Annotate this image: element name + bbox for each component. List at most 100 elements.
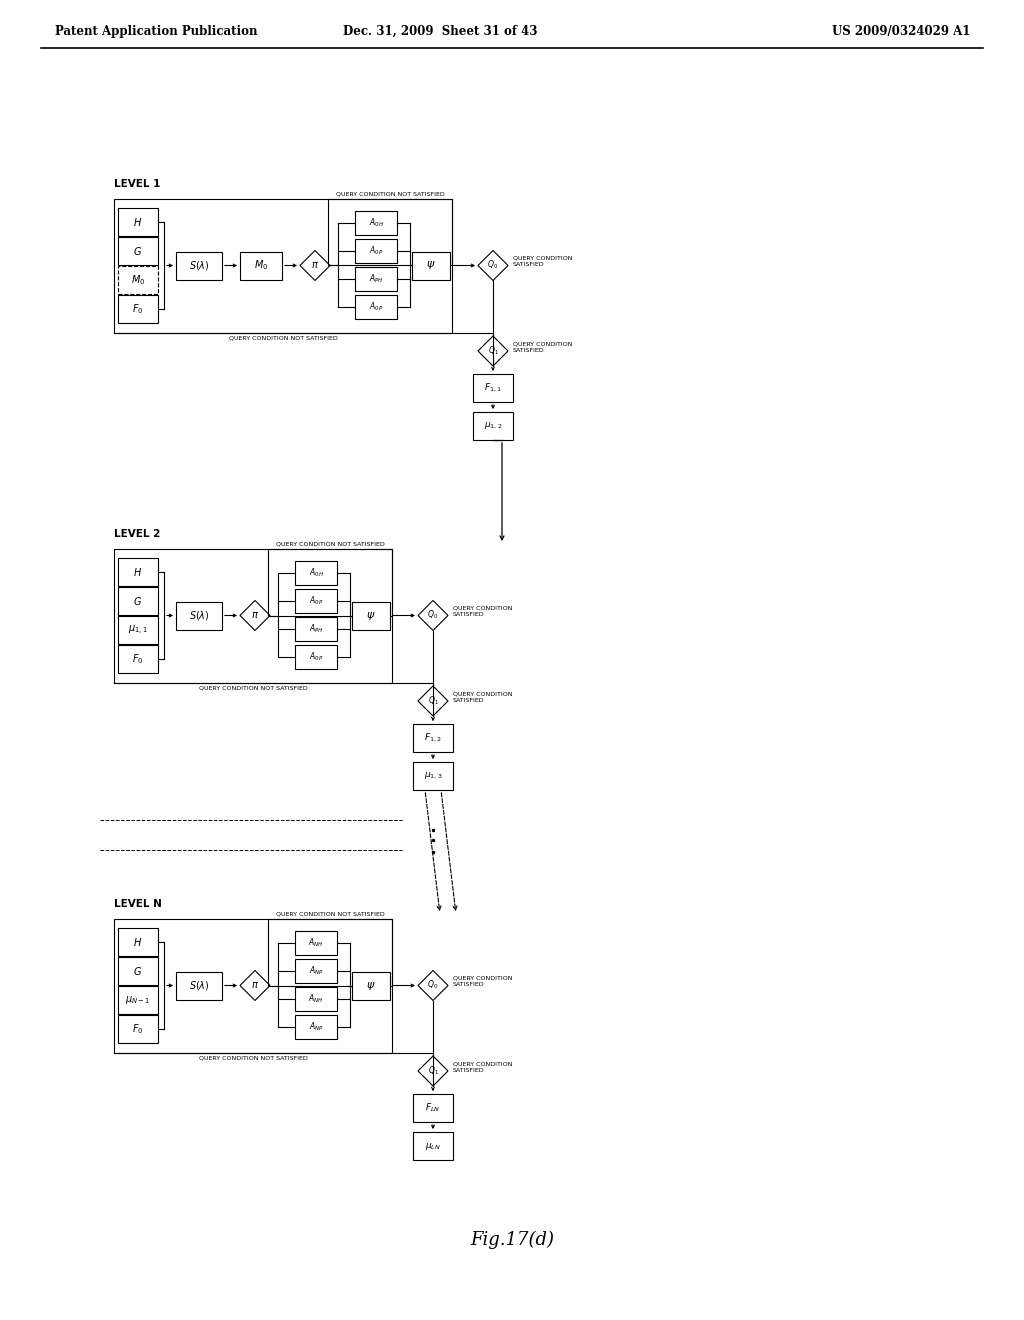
Polygon shape <box>300 251 330 280</box>
Polygon shape <box>418 1056 449 1086</box>
Text: Patent Application Publication: Patent Application Publication <box>55 25 257 38</box>
Text: $\mu_{1,1}$: $\mu_{1,1}$ <box>128 623 147 636</box>
Text: $\pi$: $\pi$ <box>311 260 319 271</box>
Text: Fig.17(d): Fig.17(d) <box>470 1230 554 1249</box>
Bar <box>118 238 158 265</box>
Text: $\pi$: $\pi$ <box>251 610 259 620</box>
Text: QUERY CONDITION NOT SATISFIED: QUERY CONDITION NOT SATISFIED <box>199 686 307 690</box>
Text: $F_0$: $F_0$ <box>132 302 143 315</box>
Bar <box>118 1015 158 1043</box>
Bar <box>118 957 158 985</box>
Text: $\mu_{1,2}$: $\mu_{1,2}$ <box>483 421 502 432</box>
Text: LEVEL 2: LEVEL 2 <box>114 529 161 539</box>
Text: $A_{PH}$: $A_{PH}$ <box>308 623 324 635</box>
Bar <box>295 960 337 983</box>
Bar <box>355 267 397 290</box>
Text: $\psi$: $\psi$ <box>426 260 436 272</box>
Bar <box>295 561 337 585</box>
Bar <box>114 919 392 1053</box>
Text: QUERY CONDITION NOT SATISFIED: QUERY CONDITION NOT SATISFIED <box>199 1056 307 1061</box>
Bar <box>268 549 392 615</box>
Text: $H$: $H$ <box>133 936 142 948</box>
Text: $S(\lambda)$: $S(\lambda)$ <box>188 259 209 272</box>
Bar <box>176 252 222 280</box>
Text: $A_{0H}$: $A_{0H}$ <box>369 216 383 230</box>
Text: $\mu_{N-1}$: $\mu_{N-1}$ <box>125 994 151 1006</box>
Bar <box>118 294 158 323</box>
Bar <box>118 645 158 673</box>
Bar <box>295 589 337 612</box>
Bar <box>295 931 337 954</box>
Text: QUERY CONDITION
SATISFIED: QUERY CONDITION SATISFIED <box>453 1061 512 1073</box>
Text: $Q_1$: $Q_1$ <box>428 694 438 706</box>
Text: $A_{NP}$: $A_{NP}$ <box>308 1020 324 1034</box>
Bar <box>114 199 452 333</box>
Bar <box>352 972 390 999</box>
Bar <box>118 986 158 1014</box>
Text: $A_{0P}$: $A_{0P}$ <box>369 244 383 257</box>
Text: QUERY CONDITION
SATISFIED: QUERY CONDITION SATISFIED <box>453 975 512 987</box>
Bar <box>240 252 282 280</box>
Text: $H$: $H$ <box>133 566 142 578</box>
Text: LEVEL N: LEVEL N <box>114 899 162 909</box>
Text: $F_0$: $F_0$ <box>132 652 143 665</box>
Text: QUERY CONDITION
SATISFIED: QUERY CONDITION SATISFIED <box>513 256 572 267</box>
Bar <box>114 549 392 682</box>
Text: $Q_0$: $Q_0$ <box>487 259 499 271</box>
Bar <box>295 616 337 642</box>
Text: $F_0$: $F_0$ <box>132 1022 143 1036</box>
Polygon shape <box>478 251 508 280</box>
Text: $H$: $H$ <box>133 216 142 228</box>
Text: $\mu_{LN}$: $\mu_{LN}$ <box>425 1140 441 1151</box>
Text: Dec. 31, 2009  Sheet 31 of 43: Dec. 31, 2009 Sheet 31 of 43 <box>343 25 538 38</box>
Bar <box>413 723 453 752</box>
Bar <box>473 412 513 440</box>
Bar <box>118 587 158 615</box>
Bar <box>473 374 513 403</box>
Text: $Q_0$: $Q_0$ <box>427 609 438 622</box>
Text: $A_{NH}$: $A_{NH}$ <box>308 937 324 949</box>
Text: $A_{0P}$: $A_{0P}$ <box>309 595 324 607</box>
Text: $\mu_{1,3}$: $\mu_{1,3}$ <box>424 771 442 781</box>
Text: $F_{LN}$: $F_{LN}$ <box>425 1102 440 1114</box>
Text: $M_0$: $M_0$ <box>131 273 145 286</box>
Polygon shape <box>478 337 508 366</box>
Bar <box>295 1015 337 1039</box>
Bar <box>176 602 222 630</box>
Bar <box>118 558 158 586</box>
Text: QUERY CONDITION
SATISFIED: QUERY CONDITION SATISFIED <box>453 606 512 618</box>
Text: QUERY CONDITION NOT SATISFIED: QUERY CONDITION NOT SATISFIED <box>336 191 444 197</box>
Bar <box>355 211 397 235</box>
Bar <box>413 1094 453 1122</box>
Text: QUERY CONDITION NOT SATISFIED: QUERY CONDITION NOT SATISFIED <box>228 337 337 341</box>
Bar <box>176 972 222 999</box>
Text: $Q_1$: $Q_1$ <box>487 345 499 356</box>
Bar <box>352 602 390 630</box>
Bar <box>412 252 450 280</box>
Polygon shape <box>418 686 449 715</box>
Text: QUERY CONDITION
SATISFIED: QUERY CONDITION SATISFIED <box>453 692 512 702</box>
Bar <box>118 209 158 236</box>
Text: $A_{0P}$: $A_{0P}$ <box>309 651 324 663</box>
Polygon shape <box>418 601 449 631</box>
Text: $\psi$: $\psi$ <box>367 979 376 991</box>
Text: $A_{PH}$: $A_{PH}$ <box>369 273 383 285</box>
Text: $A_{NH}$: $A_{NH}$ <box>308 993 324 1006</box>
Text: $A_{0P}$: $A_{0P}$ <box>369 301 383 313</box>
Bar <box>118 267 158 294</box>
Bar <box>295 645 337 669</box>
Bar <box>413 1133 453 1160</box>
Text: $F_{1,1}$: $F_{1,1}$ <box>484 381 502 395</box>
Bar <box>118 616 158 644</box>
Bar <box>355 239 397 263</box>
Text: $S(\lambda)$: $S(\lambda)$ <box>188 609 209 622</box>
Text: $A_{0H}$: $A_{0H}$ <box>308 566 324 579</box>
Text: US 2009/0324029 A1: US 2009/0324029 A1 <box>831 25 970 38</box>
Text: QUERY CONDITION NOT SATISFIED: QUERY CONDITION NOT SATISFIED <box>275 912 384 916</box>
Polygon shape <box>240 970 270 1001</box>
Bar <box>413 762 453 789</box>
Text: $Q_1$: $Q_1$ <box>428 1064 438 1077</box>
Text: $Q_0$: $Q_0$ <box>427 978 438 991</box>
Bar <box>328 199 452 265</box>
Text: $\pi$: $\pi$ <box>251 981 259 990</box>
